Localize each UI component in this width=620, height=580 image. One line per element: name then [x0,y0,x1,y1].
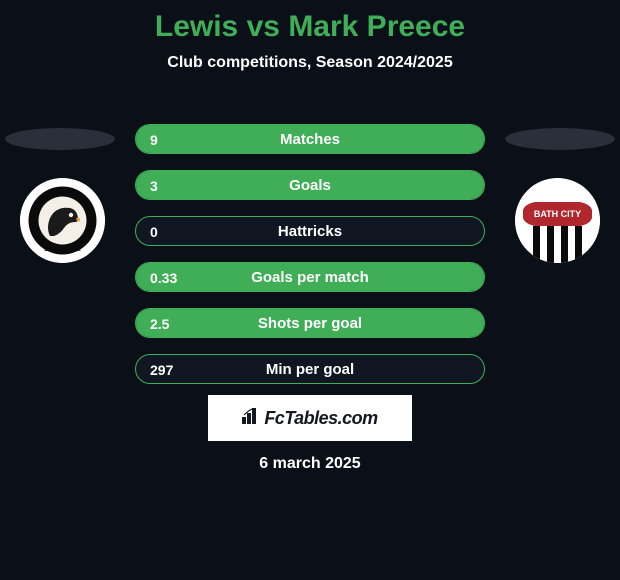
stat-label: Shots per goal [136,309,484,338]
footer-brand: FcTables.com [242,408,377,429]
stat-label: Min per goal [136,355,484,384]
vs-text: vs [247,10,280,43]
stat-label: Matches [136,125,484,154]
player-1-crest: WESTON SUPER MARE [20,178,105,263]
stat-label: Goals per match [136,263,484,292]
stat-row: 0Hattricks [135,216,485,246]
stats-container: 9Matches 3Goals 0Hattricks 0.33Goals per ma… [135,124,485,400]
footer-brand-text: FcTables.com [264,408,377,429]
stat-row: 3Goals [135,170,485,200]
stat-label: Goals [136,171,484,200]
crest-right-ribbon-text: BATH CITY [534,209,581,219]
stat-row: 297Min per goal [135,354,485,384]
player-2-name: Mark Preece [288,10,465,43]
bath-city-crest-icon: BATH CITY [515,178,600,263]
right-shadow-ellipse [505,128,615,150]
footer-date: 6 march 2025 [0,455,620,473]
left-shadow-ellipse [5,128,115,150]
stat-row: 9Matches [135,124,485,154]
weston-crest-icon: WESTON SUPER MARE [20,178,105,263]
bars-icon [242,408,260,429]
page-root: Lewis vs Mark Preece Club competitions, … [0,0,620,580]
stat-row: 2.5Shots per goal [135,308,485,338]
stat-label: Hattricks [136,217,484,246]
page-title: Lewis vs Mark Preece [0,0,620,44]
crest-left-text-2: SUPER MARE [44,247,81,253]
player-1-name: Lewis [155,10,238,43]
subtitle: Club competitions, Season 2024/2025 [0,54,620,72]
player-2-crest: BATH CITY [515,178,600,263]
footer-badge: FcTables.com [205,392,415,444]
stat-row: 0.33Goals per match [135,262,485,292]
